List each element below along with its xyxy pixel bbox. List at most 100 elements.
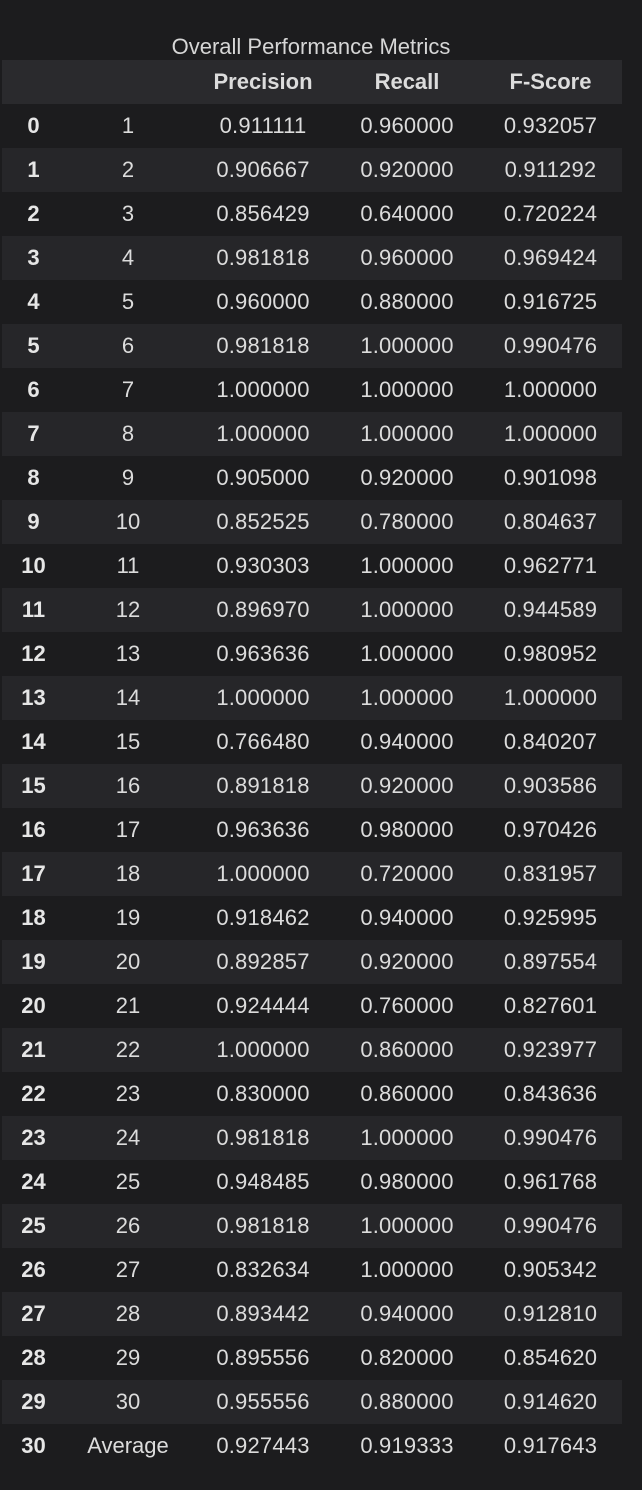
precision-cell: 0.891818 (216, 773, 310, 798)
table-row: 5 6 0.981818 1.000000 0.990476 (2, 324, 622, 368)
fscore-cell: 0.990476 (503, 333, 598, 358)
fscore-cell: 1.000000 (503, 685, 598, 710)
table-row: 28 29 0.895556 0.820000 0.854620 (2, 1336, 622, 1380)
precision-cell: 1.000000 (216, 377, 310, 402)
fscore-cell: 0.901098 (503, 465, 598, 490)
fscore-cell: 0.911292 (504, 157, 597, 182)
table-row: 8 9 0.905000 0.920000 0.901098 (2, 456, 622, 500)
row-label: 19 (115, 905, 141, 930)
row-index: 8 (27, 465, 40, 490)
fscore-cell: 0.916725 (503, 289, 598, 314)
precision-cell: 0.960000 (216, 289, 310, 314)
row-index: 26 (21, 1257, 46, 1282)
table-row: 29 30 0.955556 0.880000 0.914620 (2, 1380, 622, 1424)
precision-cell: 0.852525 (216, 509, 310, 534)
fscore-cell: 0.923977 (503, 1037, 598, 1062)
table-row: 13 14 1.000000 1.000000 1.000000 (2, 676, 622, 720)
fscore-cell: 0.969424 (503, 245, 598, 270)
table-caption: Overall Performance Metrics (171, 34, 451, 59)
precision-cell: 1.000000 (216, 861, 310, 886)
header-recall: Recall (374, 69, 440, 94)
precision-cell: 0.948485 (216, 1169, 310, 1194)
row-label: 17 (115, 817, 141, 842)
table-row: 30 Average 0.927443 0.919333 0.917643 (2, 1424, 622, 1468)
recall-cell: 0.980000 (360, 817, 454, 842)
recall-cell: 0.940000 (360, 1301, 454, 1326)
table-row: 24 25 0.948485 0.980000 0.961768 (2, 1160, 622, 1204)
row-label: 3 (121, 201, 135, 226)
recall-cell: 1.000000 (360, 553, 454, 578)
recall-cell: 1.000000 (360, 1125, 454, 1150)
row-label: 29 (115, 1345, 141, 1370)
row-index: 16 (21, 817, 46, 842)
fscore-cell: 0.914620 (503, 1389, 598, 1414)
precision-cell: 0.918462 (216, 905, 310, 930)
row-label: 24 (115, 1125, 141, 1150)
precision-cell: 0.981818 (216, 1213, 310, 1238)
recall-cell: 0.920000 (360, 949, 454, 974)
precision-cell: 0.832634 (216, 1257, 310, 1282)
table-row: 14 15 0.766480 0.940000 0.840207 (2, 720, 622, 764)
row-index: 2 (27, 201, 40, 226)
fscore-cell: 0.932057 (503, 113, 598, 138)
row-label: 7 (121, 377, 135, 402)
fscore-cell: 1.000000 (503, 377, 598, 402)
row-label: 18 (115, 861, 141, 886)
fscore-cell: 0.912810 (503, 1301, 598, 1326)
table-row: 26 27 0.832634 1.000000 0.905342 (2, 1248, 622, 1292)
row-label: 4 (121, 245, 135, 270)
precision-cell: 0.963636 (216, 817, 310, 842)
row-index: 12 (21, 641, 46, 666)
row-index: 4 (27, 289, 40, 314)
precision-cell: 1.000000 (216, 421, 310, 446)
precision-cell: 0.906667 (216, 157, 310, 182)
precision-cell: 0.981818 (216, 333, 310, 358)
precision-cell: 0.930303 (216, 553, 310, 578)
row-index: 1 (27, 157, 40, 182)
fscore-cell: 0.962771 (503, 553, 598, 578)
table-row: 3 4 0.981818 0.960000 0.969424 (2, 236, 622, 280)
fscore-cell: 0.854620 (503, 1345, 598, 1370)
recall-cell: 0.919333 (360, 1433, 454, 1458)
recall-cell: 0.860000 (360, 1081, 454, 1106)
recall-cell: 0.920000 (360, 773, 454, 798)
recall-cell: 0.880000 (360, 1389, 454, 1414)
fscore-cell: 0.990476 (503, 1213, 598, 1238)
row-index: 29 (21, 1389, 46, 1414)
fscore-cell: 0.827601 (503, 993, 598, 1018)
fscore-cell: 0.990476 (503, 1125, 598, 1150)
table-header: Precision Recall F-Score (2, 60, 622, 104)
recall-cell: 1.000000 (360, 377, 454, 402)
recall-cell: 0.860000 (360, 1037, 454, 1062)
fscore-cell: 0.917643 (503, 1433, 598, 1458)
table-row: 2 3 0.856429 0.640000 0.720224 (2, 192, 622, 236)
header-row: Precision Recall F-Score (2, 60, 622, 104)
table-row: 0 1 0.911111 0.960000 0.932057 (2, 104, 622, 148)
header-index (2, 60, 65, 104)
row-label: 23 (115, 1081, 141, 1106)
row-index: 0 (27, 113, 40, 138)
row-label: 16 (115, 773, 141, 798)
row-label: 11 (116, 553, 140, 578)
recall-cell: 0.960000 (360, 245, 454, 270)
fscore-cell: 0.804637 (503, 509, 598, 534)
row-label: 26 (115, 1213, 141, 1238)
row-label: 20 (115, 949, 141, 974)
fscore-cell: 0.903586 (503, 773, 598, 798)
row-index: 19 (21, 949, 46, 974)
row-label: 22 (115, 1037, 141, 1062)
row-index: 25 (21, 1213, 46, 1238)
recall-cell: 1.000000 (360, 685, 454, 710)
row-label: 8 (121, 421, 135, 446)
row-label: 30 (115, 1389, 141, 1414)
row-index: 7 (27, 421, 40, 446)
row-index: 27 (21, 1301, 46, 1326)
table-row: 19 20 0.892857 0.920000 0.897554 (2, 940, 622, 984)
table-row: 17 18 1.000000 0.720000 0.831957 (2, 852, 622, 896)
recall-cell: 0.820000 (360, 1345, 454, 1370)
row-index: 23 (21, 1125, 46, 1150)
table-row: 16 17 0.963636 0.980000 0.970426 (2, 808, 622, 852)
row-label: 10 (115, 509, 141, 534)
recall-cell: 0.640000 (360, 201, 454, 226)
table-row: 25 26 0.981818 1.000000 0.990476 (2, 1204, 622, 1248)
